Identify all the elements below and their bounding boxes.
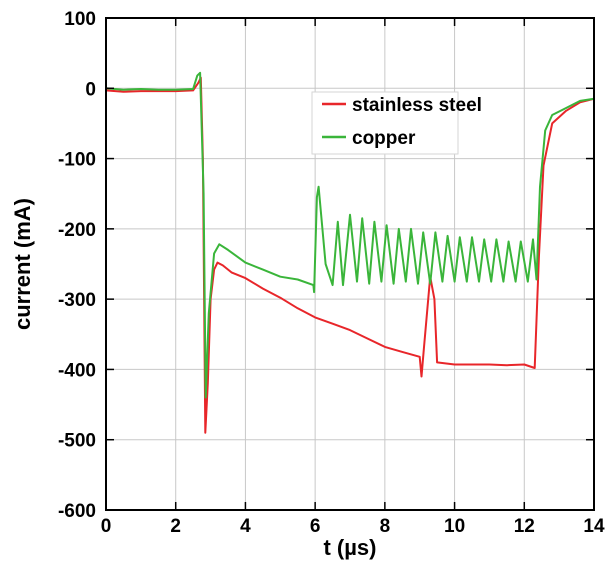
x-tick-label: 12 xyxy=(514,516,535,537)
y-tick-label: -200 xyxy=(58,220,96,241)
y-tick-label: -400 xyxy=(58,360,96,381)
y-axis-title: current (mA) xyxy=(10,198,35,330)
x-tick-label: 10 xyxy=(444,516,465,537)
series-layer xyxy=(105,71,595,434)
x-tick-label: 2 xyxy=(170,516,181,537)
x-tick-label: 0 xyxy=(101,516,112,537)
y-tick-label: -600 xyxy=(58,501,96,522)
legend-box xyxy=(311,91,459,155)
x-axis-title: t (µs) xyxy=(323,535,376,560)
x-tick-label: 4 xyxy=(240,516,251,537)
x-tick-label: 8 xyxy=(380,516,391,537)
series-line-copper xyxy=(105,71,595,399)
y-tick-label: -300 xyxy=(58,290,96,311)
legend-label-copper: copper xyxy=(352,128,416,149)
legend-label-stainless-steel: stainless steel xyxy=(352,95,482,116)
x-tick-label: 14 xyxy=(583,516,605,537)
y-tick-label: 100 xyxy=(64,9,96,30)
y-tick-label: 0 xyxy=(85,79,96,100)
x-tick-label: 6 xyxy=(310,516,321,537)
x-tick-labels: 0 2 4 6 8 10 12 14 xyxy=(101,516,605,537)
plot-frame xyxy=(105,17,595,511)
y-tick-labels: 100 0 -100 -200 -300 -400 -500 -600 xyxy=(58,9,96,522)
legend: stainless steel copper xyxy=(311,91,482,155)
y-tick-label: -500 xyxy=(58,431,96,452)
y-tick-label: -100 xyxy=(58,150,96,171)
ticks xyxy=(105,17,595,511)
